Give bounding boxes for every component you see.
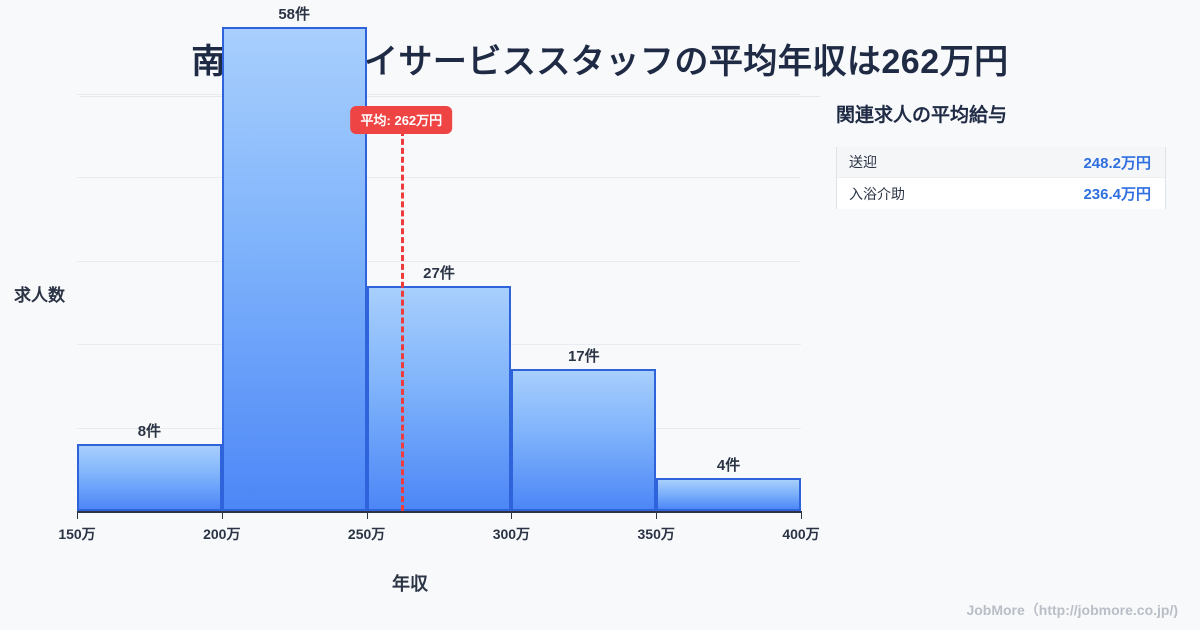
- x-axis-tick: [77, 511, 78, 519]
- bar-value-label: 17件: [567, 348, 600, 366]
- histogram-bar: [511, 369, 657, 511]
- bar-value-label: 27件: [423, 264, 455, 282]
- related-salary-row-value: 236.4万円: [1083, 186, 1151, 203]
- y-axis-title: 求人数: [14, 286, 65, 305]
- related-salary-row: 送迎 248.2万円: [837, 147, 1165, 178]
- watermark-credit: JobMore（http://jobmore.co.jp/): [966, 602, 1178, 618]
- average-badge: 平均: 262万円: [350, 106, 453, 134]
- plot-area: 8件 58件 27件 17件 4件: [77, 5, 801, 511]
- bar-value-label: 4件: [716, 456, 741, 474]
- x-axis-tick-label: 300万: [492, 526, 531, 542]
- x-axis-tick-label: 150万: [58, 526, 96, 542]
- x-axis-tick-label: 200万: [203, 526, 241, 542]
- title-divider: [80, 96, 820, 97]
- related-salary-row-value: 248.2万円: [1083, 154, 1151, 172]
- x-axis-tick: [221, 511, 223, 519]
- related-salary-heading: 関連求人の平均給与: [836, 105, 1008, 126]
- x-axis-title: 年収: [392, 574, 428, 594]
- histogram-bar: [656, 477, 801, 511]
- related-salary-row-label: 入浴介助: [849, 185, 905, 202]
- related-salary-table: 送迎 248.2万円入浴介助 236.4万円: [836, 147, 1166, 209]
- gridline: [77, 177, 801, 178]
- gridline: [77, 260, 801, 262]
- gridline: [77, 93, 801, 95]
- histogram-bar: [366, 285, 512, 511]
- histogram-chart: 8件 58件 27件 17件 4件 150万 200万 250万 300万 350万 400万 平…: [14, 5, 820, 594]
- x-axis-tick-label: 400万: [782, 526, 820, 542]
- x-axis-tick-label: 250万: [347, 526, 386, 542]
- average-line: [401, 130, 405, 511]
- histogram-bar: [77, 444, 222, 511]
- x-axis-tick: [511, 511, 513, 519]
- related-salary-row-label: 送迎: [849, 154, 877, 170]
- related-salary-row: 入浴介助 236.4万円: [837, 178, 1165, 209]
- x-axis-tick: [801, 511, 802, 519]
- bar-value-label: 58件: [278, 5, 311, 23]
- bar-value-label: 8件: [137, 423, 162, 441]
- x-axis-tick: [656, 511, 658, 519]
- related-salary-panel: 関連求人の平均給与 送迎 248.2万円入浴介助 236.4万円: [836, 100, 1166, 209]
- x-axis-line: [77, 511, 801, 513]
- x-axis-tick-label: 350万: [637, 526, 675, 542]
- x-axis-tick: [366, 511, 368, 519]
- histogram-bar: [221, 26, 367, 511]
